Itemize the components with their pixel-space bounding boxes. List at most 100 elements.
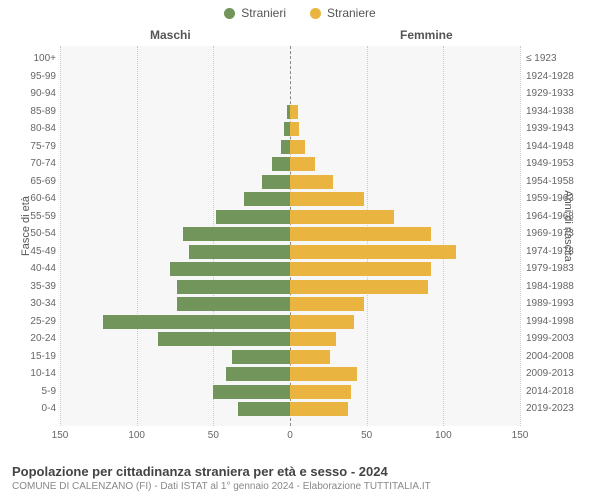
age-label: 100+ [22, 52, 56, 66]
bar-male [226, 367, 290, 381]
pyramid-row [60, 70, 520, 84]
bar-female [290, 280, 428, 294]
age-label: 25-29 [22, 315, 56, 329]
bar-female [290, 297, 364, 311]
legend-male-label: Stranieri [241, 6, 286, 20]
bar-male [281, 140, 290, 154]
bar-female [290, 315, 354, 329]
birth-year-label: 1939-1943 [526, 122, 574, 136]
birth-year-label: 1949-1953 [526, 157, 574, 171]
legend-female: Straniere [310, 6, 376, 20]
pyramid-row [60, 332, 520, 346]
age-label: 75-79 [22, 140, 56, 154]
x-tick: 100 [128, 430, 145, 441]
birth-year-label: 1984-1988 [526, 280, 574, 294]
bar-female [290, 210, 394, 224]
pyramid-row [60, 367, 520, 381]
pyramid-row [60, 157, 520, 171]
bar-male [177, 297, 290, 311]
pyramid-row [60, 227, 520, 241]
birth-year-label: 2009-2013 [526, 367, 574, 381]
birth-year-label: 1959-1963 [526, 192, 574, 206]
legend-male: Stranieri [224, 6, 286, 20]
age-label: 40-44 [22, 262, 56, 276]
pyramid-row [60, 87, 520, 101]
pyramid-row [60, 385, 520, 399]
bar-male [103, 315, 290, 329]
bar-female [290, 385, 351, 399]
legend: Stranieri Straniere [0, 0, 600, 20]
bar-male [158, 332, 290, 346]
birth-year-label: 2019-2023 [526, 402, 574, 416]
population-pyramid [60, 46, 520, 426]
bar-female [290, 350, 330, 364]
pyramid-row [60, 245, 520, 259]
bar-female [290, 367, 357, 381]
chart-footer: Popolazione per cittadinanza straniera p… [12, 464, 588, 492]
birth-year-label: ≤ 1923 [526, 52, 557, 66]
bar-female [290, 332, 336, 346]
bar-male [262, 175, 290, 189]
age-label: 5-9 [22, 385, 56, 399]
pyramid-row [60, 262, 520, 276]
pyramid-row [60, 122, 520, 136]
birth-year-label: 1969-1973 [526, 227, 574, 241]
birth-year-label: 1979-1983 [526, 262, 574, 276]
x-tick: 150 [52, 430, 69, 441]
bar-female [290, 122, 299, 136]
birth-year-label: 1999-2003 [526, 332, 574, 346]
birth-year-label: 1944-1948 [526, 140, 574, 154]
bar-female [290, 227, 431, 241]
age-label: 15-19 [22, 350, 56, 364]
age-label: 60-64 [22, 192, 56, 206]
birth-year-label: 1989-1993 [526, 297, 574, 311]
bar-female [290, 262, 431, 276]
bar-female [290, 192, 364, 206]
bar-female [290, 175, 333, 189]
pyramid-row [60, 297, 520, 311]
age-label: 0-4 [22, 402, 56, 416]
birth-year-label: 1954-1958 [526, 175, 574, 189]
birth-year-label: 1934-1938 [526, 105, 574, 119]
bar-female [290, 245, 456, 259]
birth-year-label: 1924-1928 [526, 70, 574, 84]
age-label: 20-24 [22, 332, 56, 346]
bar-male [232, 350, 290, 364]
age-label: 10-14 [22, 367, 56, 381]
age-label: 70-74 [22, 157, 56, 171]
chart-subtitle: COMUNE DI CALENZANO (FI) - Dati ISTAT al… [12, 481, 588, 492]
pyramid-row [60, 175, 520, 189]
age-label: 50-54 [22, 227, 56, 241]
age-label: 45-49 [22, 245, 56, 259]
bar-female [290, 402, 348, 416]
age-label: 65-69 [22, 175, 56, 189]
pyramid-row [60, 280, 520, 294]
x-tick: 50 [208, 430, 219, 441]
birth-year-label: 1929-1933 [526, 87, 574, 101]
age-label: 30-34 [22, 297, 56, 311]
bar-male [170, 262, 290, 276]
bar-female [290, 105, 298, 119]
pyramid-row [60, 140, 520, 154]
legend-female-label: Straniere [327, 6, 376, 20]
legend-male-swatch [224, 8, 235, 19]
bar-male [183, 227, 290, 241]
header-male: Maschi [150, 28, 191, 42]
bar-male [272, 157, 290, 171]
bar-female [290, 140, 305, 154]
birth-year-label: 1964-1968 [526, 210, 574, 224]
age-label: 90-94 [22, 87, 56, 101]
pyramid-row [60, 105, 520, 119]
legend-female-swatch [310, 8, 321, 19]
bar-male [244, 192, 290, 206]
x-tick: 100 [435, 430, 452, 441]
age-label: 85-89 [22, 105, 56, 119]
header-female: Femmine [400, 28, 453, 42]
birth-year-label: 2004-2008 [526, 350, 574, 364]
birth-year-label: 2014-2018 [526, 385, 574, 399]
age-label: 95-99 [22, 70, 56, 84]
pyramid-row [60, 402, 520, 416]
pyramid-row [60, 210, 520, 224]
x-tick: 50 [361, 430, 372, 441]
chart-title: Popolazione per cittadinanza straniera p… [12, 464, 588, 479]
